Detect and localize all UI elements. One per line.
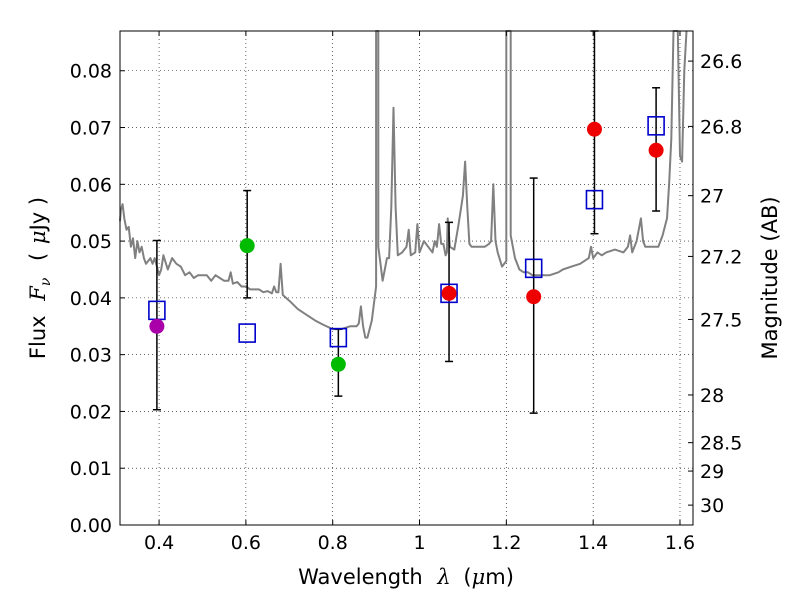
x-axis-label-unit-mu: μ xyxy=(472,565,486,589)
plot-background xyxy=(120,31,693,525)
magnitude-tick-label: 29 xyxy=(700,461,724,483)
y-axis-label-unit-rest: Jy ) xyxy=(26,197,50,233)
magnitude-tick-label: 28.5 xyxy=(700,433,742,455)
y-tick-label: 0.01 xyxy=(70,458,112,480)
y-tick-label: 0.07 xyxy=(70,118,112,140)
observed-flux-point xyxy=(648,142,664,158)
x-axis-label: Wavelength λ (μm) xyxy=(298,565,514,589)
model-photometry-square xyxy=(647,116,665,136)
model-photometry-square xyxy=(238,323,256,343)
y-axis-label-unit-open: ( xyxy=(26,253,50,261)
y-tick-label: 0.00 xyxy=(70,515,112,537)
observed-flux-point xyxy=(149,318,165,334)
observed-flux-point xyxy=(526,289,542,305)
spectrum-line xyxy=(119,30,688,339)
magnitude-tick-label: 30 xyxy=(700,495,724,517)
x-tick-label: 0.8 xyxy=(318,532,348,554)
observed-flux-point xyxy=(330,356,346,372)
observed-flux-point xyxy=(441,285,457,301)
observed-flux-point xyxy=(239,238,255,254)
x-tick-label: 0.6 xyxy=(231,532,261,554)
x-tick-label: 1 xyxy=(413,532,425,554)
magnitude-tick-label: 27 xyxy=(700,186,724,208)
x-axis-label-prefix: Wavelength xyxy=(298,565,423,589)
x-axis-label-symbol: λ xyxy=(436,565,450,589)
ticks: 0.4 0.6 0.8 1 1.2 1.4 1.6 0.00 0.01 0.02 0.03 0.04 0… xyxy=(70,31,742,554)
marker-layer xyxy=(148,116,665,372)
magnitude-tick-label: 26.8 xyxy=(700,116,742,138)
y-axis-label-symbol: F xyxy=(26,285,50,302)
x-tick-label: 1.4 xyxy=(578,532,608,554)
model-photometry-square xyxy=(440,283,458,304)
spectrum-layer xyxy=(119,30,688,339)
y-axis-label-subscript: ν xyxy=(38,277,54,286)
model-photometry-square xyxy=(585,189,604,210)
x-tick-label: 1.2 xyxy=(491,532,521,554)
y-tick-label: 0.03 xyxy=(70,345,112,367)
y-tick-label: 0.02 xyxy=(70,401,112,423)
y-axis-label: Flux Fν ( μJy ) xyxy=(26,197,55,359)
magnitude-tick-label: 27.2 xyxy=(700,246,742,268)
plot-frame xyxy=(119,30,694,526)
observed-flux-point xyxy=(586,121,602,137)
x-axis-label-unit-open: ( xyxy=(463,565,471,589)
y-axis-label-unit-mu: μ xyxy=(26,230,50,244)
secondary-y-axis-label: Magnitude (AB) xyxy=(758,196,782,359)
x-tick-label: 0.4 xyxy=(144,532,174,554)
y-tick-label: 0.05 xyxy=(70,231,112,253)
model-photometry-square xyxy=(524,258,543,279)
magnitude-tick-label: 28 xyxy=(700,385,724,407)
y-tick-label: 0.06 xyxy=(70,174,112,196)
magnitude-tick-label: 26.6 xyxy=(700,51,742,73)
x-tick-label: 1.6 xyxy=(665,532,695,554)
y-axis-label-prefix: Flux xyxy=(26,315,50,359)
x-axis-label-unit-rest: m) xyxy=(485,565,514,589)
model-photometry-square xyxy=(329,327,348,348)
y-tick-label: 0.04 xyxy=(70,288,112,310)
magnitude-tick-label: 27.5 xyxy=(700,309,742,331)
y-tick-label: 0.08 xyxy=(70,61,112,83)
